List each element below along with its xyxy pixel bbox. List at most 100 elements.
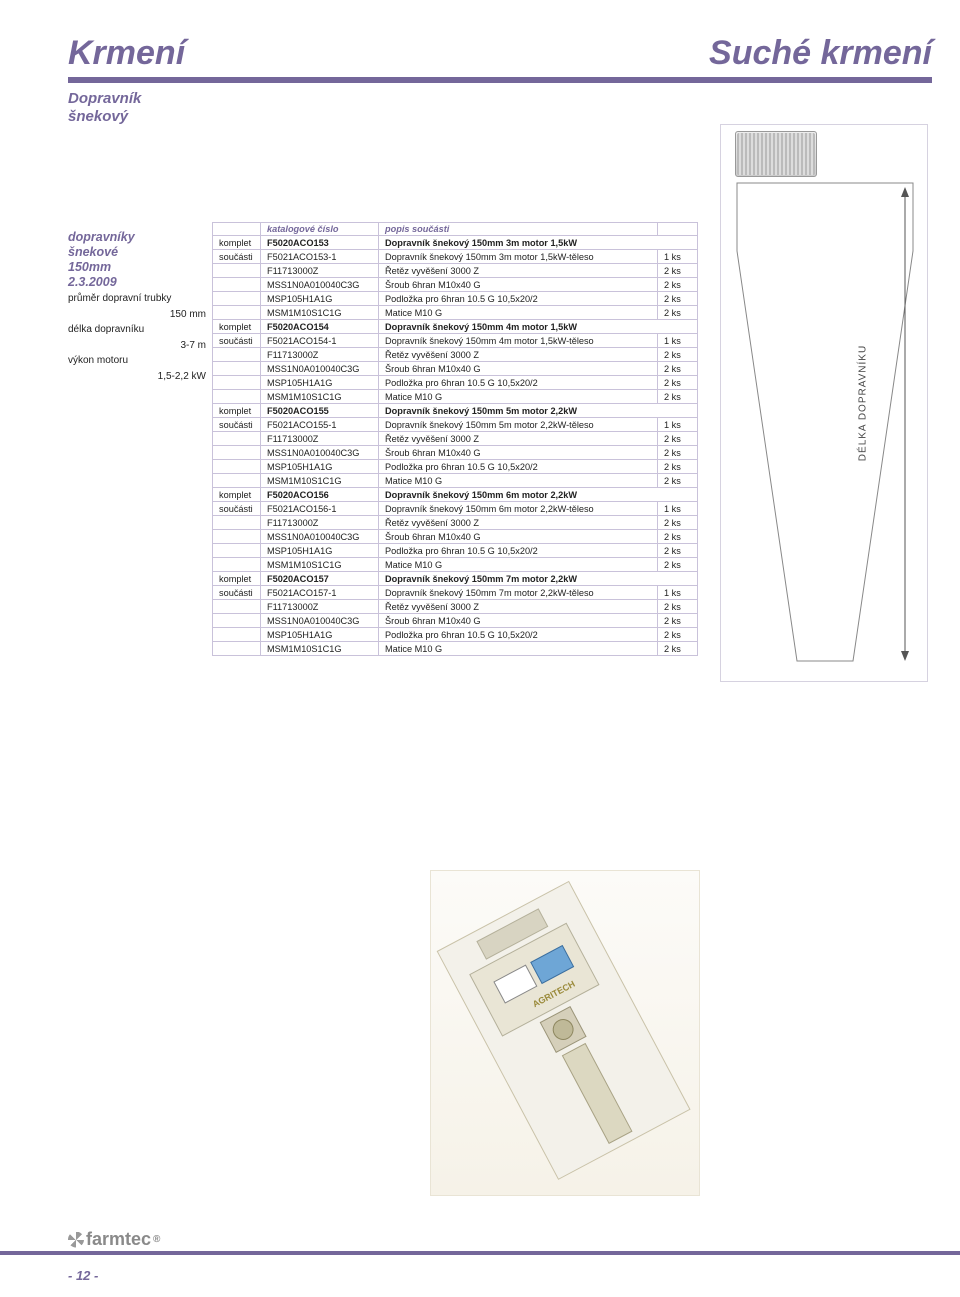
cell: MSS1N0A010040C3G <box>261 614 379 628</box>
cell: 2 ks <box>658 558 698 572</box>
cell <box>658 572 698 586</box>
cell: Dopravník šnekový 150mm 5m motor 2,2kW-t… <box>379 418 658 432</box>
spec-block: délka dopravníku3-7 m <box>68 322 206 353</box>
table-row: MSM1M10S1C1GMatice M10 G2 ks <box>213 306 698 320</box>
table-row: součástiF5021ACO154-1Dopravník šnekový 1… <box>213 334 698 348</box>
cell: 2 ks <box>658 474 698 488</box>
cell: 1 ks <box>658 334 698 348</box>
table-row: součástiF5021ACO157-1Dopravník šnekový 1… <box>213 586 698 600</box>
cell: Dopravník šnekový 150mm 3m motor 1,5kW <box>379 236 658 250</box>
table-row-komplet: kompletF5020ACO156Dopravník šnekový 150m… <box>213 488 698 502</box>
cell: MSP105H1A1G <box>261 460 379 474</box>
table-row: MSM1M10S1C1GMatice M10 G2 ks <box>213 474 698 488</box>
cell: Řetěz vyvěšení 3000 Z <box>379 600 658 614</box>
table-row: MSP105H1A1GPodložka pro 6hran 10.5 G 10,… <box>213 292 698 306</box>
cell: 2 ks <box>658 292 698 306</box>
cell <box>213 530 261 544</box>
cell <box>213 600 261 614</box>
cell: Podložka pro 6hran 10.5 G 10,5x20/2 <box>379 628 658 642</box>
cell <box>213 292 261 306</box>
cell: 2 ks <box>658 600 698 614</box>
cell: součásti <box>213 586 261 600</box>
cell: 2 ks <box>658 614 698 628</box>
spec-label: délka dopravníku <box>68 322 206 338</box>
cell: MSS1N0A010040C3G <box>261 530 379 544</box>
cell <box>213 628 261 642</box>
cell: Řetěz vyvěšení 3000 Z <box>379 432 658 446</box>
cell: Dopravník šnekový 150mm 6m motor 2,2kW-t… <box>379 502 658 516</box>
cell <box>213 544 261 558</box>
cell: komplet <box>213 236 261 250</box>
cell: 2 ks <box>658 642 698 656</box>
cell: 2 ks <box>658 530 698 544</box>
table-row: MSS1N0A010040C3GŠroub 6hran M10x40 G2 ks <box>213 614 698 628</box>
table-row-komplet: kompletF5020ACO154Dopravník šnekový 150m… <box>213 320 698 334</box>
cell: komplet <box>213 404 261 418</box>
registered-icon: ® <box>153 1234 160 1245</box>
left-column: dopravníkyšnekové150mm2.3.2009 průměr do… <box>68 230 206 384</box>
cell: MSP105H1A1G <box>261 628 379 642</box>
cell: 2 ks <box>658 306 698 320</box>
cell: Řetěz vyvěšení 3000 Z <box>379 264 658 278</box>
table-row: MSP105H1A1GPodložka pro 6hran 10.5 G 10,… <box>213 376 698 390</box>
cell: Dopravník šnekový 150mm 4m motor 1,5kW <box>379 320 658 334</box>
table-row: F11713000ZŘetěz vyvěšení 3000 Z2 ks <box>213 516 698 530</box>
cell: F5020ACO153 <box>261 236 379 250</box>
table-row: F11713000ZŘetěz vyvěšení 3000 Z2 ks <box>213 600 698 614</box>
cell: F11713000Z <box>261 348 379 362</box>
logo-burst-icon <box>68 1232 84 1248</box>
logo-text: farmtec <box>86 1229 151 1250</box>
product-photo-svg: AGRITECH <box>431 871 699 1195</box>
table-row: MSP105H1A1GPodložka pro 6hran 10.5 G 10,… <box>213 628 698 642</box>
cell: 2 ks <box>658 446 698 460</box>
table-row: MSS1N0A010040C3GŠroub 6hran M10x40 G2 ks <box>213 446 698 460</box>
dimension-label: DÉLKA DOPRAVNÍKU <box>857 345 868 461</box>
cell: součásti <box>213 502 261 516</box>
cell <box>213 516 261 530</box>
cell: MSM1M10S1C1G <box>261 474 379 488</box>
cell <box>213 390 261 404</box>
cell: F11713000Z <box>261 516 379 530</box>
motor-fins-icon <box>737 133 815 175</box>
cell: Šroub 6hran M10x40 G <box>379 362 658 376</box>
cell <box>658 236 698 250</box>
th-tag <box>213 223 261 236</box>
table-row: MSP105H1A1GPodložka pro 6hran 10.5 G 10,… <box>213 460 698 474</box>
th-code: katalogové číslo <box>261 223 379 236</box>
cell <box>213 376 261 390</box>
th-qty <box>658 223 698 236</box>
cell <box>658 404 698 418</box>
table-row: F11713000ZŘetěz vyvěšení 3000 Z2 ks <box>213 432 698 446</box>
product-photo: AGRITECH <box>430 870 700 1196</box>
cell: 2 ks <box>658 432 698 446</box>
cell: 2 ks <box>658 460 698 474</box>
cell: Řetěz vyvěšení 3000 Z <box>379 348 658 362</box>
cell: MSP105H1A1G <box>261 292 379 306</box>
page-subtitle: Dopravníkšnekový <box>68 90 141 126</box>
spec-block: výkon motoru1,5-2,2 kW <box>68 353 206 384</box>
cell <box>213 278 261 292</box>
spec-label: průměr dopravní trubky <box>68 291 206 307</box>
table-row: F11713000ZŘetěz vyvěšení 3000 Z2 ks <box>213 264 698 278</box>
title-right: Suché krmení <box>709 34 932 73</box>
brand-logo: farmtec ® <box>68 1229 160 1250</box>
spec-value-row: 3-7 m <box>68 338 206 354</box>
conveyor-diagram: DÉLKA DOPRAVNÍKU <box>720 124 928 682</box>
cell: Matice M10 G <box>379 390 658 404</box>
cell: Matice M10 G <box>379 474 658 488</box>
cell: F5021ACO153-1 <box>261 250 379 264</box>
cell <box>213 446 261 460</box>
cell: 2 ks <box>658 278 698 292</box>
spec-label: výkon motoru <box>68 353 206 369</box>
cell: Řetěz vyvěšení 3000 Z <box>379 516 658 530</box>
cell <box>213 642 261 656</box>
cell: Dopravník šnekový 150mm 6m motor 2,2kW <box>379 488 658 502</box>
cell <box>658 320 698 334</box>
page-number: - 12 - <box>68 1268 98 1283</box>
cell: součásti <box>213 334 261 348</box>
cell: MSM1M10S1C1G <box>261 390 379 404</box>
cell: Matice M10 G <box>379 306 658 320</box>
header-bar: Krmení Suché krmení <box>68 34 932 83</box>
cell: Šroub 6hran M10x40 G <box>379 614 658 628</box>
table-row: MSM1M10S1C1GMatice M10 G2 ks <box>213 558 698 572</box>
